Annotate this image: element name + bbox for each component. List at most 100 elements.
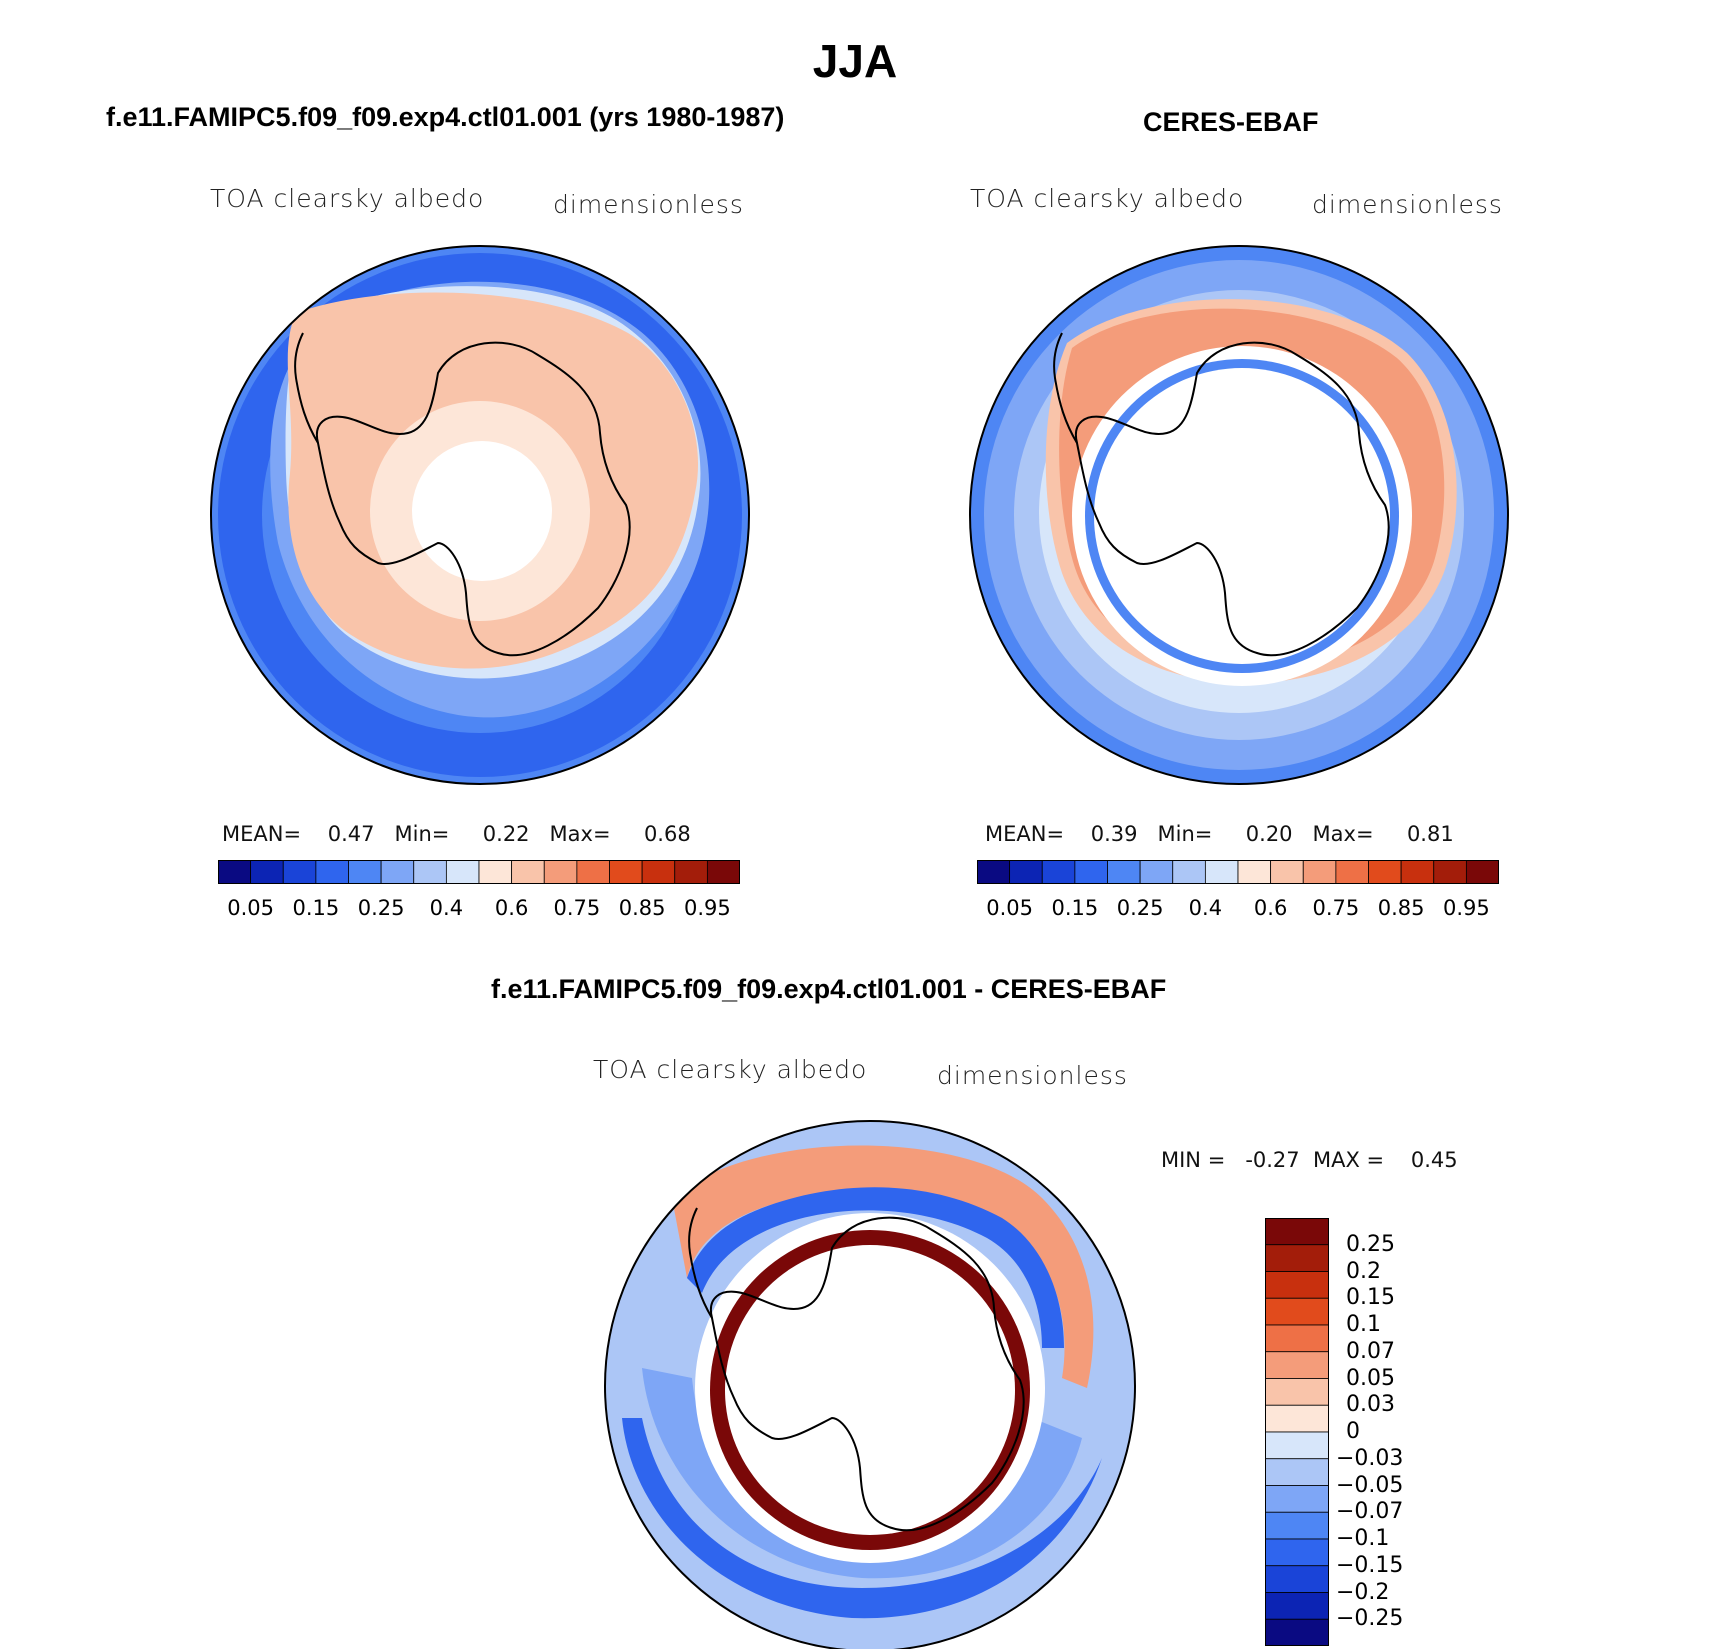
- colorbar-tick-label: 0.6: [1253, 896, 1288, 920]
- colorbar-tick-label: −0.2: [1336, 1579, 1390, 1605]
- peninsula-coastline: [1053, 332, 1078, 444]
- colorbar-diff: [1265, 1218, 1329, 1646]
- antarctica-coastline: [1074, 341, 1390, 657]
- positive-anomaly-band: [672, 1145, 1094, 1388]
- colorbar-swatch: [1265, 1378, 1329, 1406]
- colorbar-tick-label: 0.85: [618, 896, 666, 920]
- colorbar-tick-label: 0.05: [1346, 1365, 1395, 1391]
- map-border: [969, 245, 1509, 785]
- antarctica-coastline: [315, 341, 631, 657]
- colorbar-tick-label: −0.25: [1336, 1606, 1404, 1632]
- colorbar-swatch: [674, 860, 708, 884]
- colorbar-tick-label: 0.15: [1346, 1285, 1395, 1311]
- colorbar-swatch: [609, 860, 643, 884]
- map-border: [210, 245, 750, 785]
- colorbar-swatch: [1265, 1351, 1329, 1379]
- colorbar-swatch: [1265, 1538, 1329, 1567]
- colorbar-swatch: [1041, 860, 1076, 884]
- colorbar-swatch: [1265, 1218, 1329, 1246]
- pole-hole: [1094, 368, 1390, 664]
- map-diff: [604, 1120, 1136, 1649]
- map-obs: [969, 245, 1509, 785]
- colorbar-swatch: [1265, 1404, 1329, 1433]
- colorbar-swatch: [250, 860, 284, 884]
- panel-model-units: dimensionless: [553, 190, 744, 219]
- colorbar-swatch: [478, 860, 513, 884]
- colorbar-tick-label: 0.05: [986, 896, 1034, 920]
- colorbar-tick-label: 0.85: [1377, 896, 1425, 920]
- colorbar-swatch: [348, 860, 382, 884]
- colorbar-swatch: [1368, 860, 1402, 884]
- colorbar-tick-label: 0.1: [1346, 1312, 1381, 1337]
- colorbar-swatch: [1270, 860, 1304, 884]
- colorbar-tick-label: 0.05: [227, 896, 275, 920]
- colorbar-swatch: [1433, 860, 1467, 884]
- colorbar-swatch: [1265, 1618, 1329, 1646]
- colorbar-swatch: [218, 860, 252, 884]
- colorbar-tick-label: 0.15: [292, 896, 340, 920]
- colorbar-swatch: [445, 860, 480, 884]
- colorbar-swatch: [1139, 860, 1174, 884]
- colorbar-tick-label: −0.05: [1336, 1472, 1404, 1498]
- colorbar-swatch: [1074, 860, 1108, 884]
- colorbar-swatch: [1265, 1271, 1329, 1299]
- panel-obs-stats: MEAN= 0.39 Min= 0.20 Max= 0.81: [985, 822, 1454, 846]
- colorbar-swatch: [1265, 1485, 1329, 1513]
- colorbar-swatch: [380, 860, 415, 884]
- colorbar-swatch: [1265, 1297, 1329, 1326]
- colorbar-tick-label: 0.03: [1346, 1392, 1395, 1418]
- colorbar-swatch: [706, 860, 740, 884]
- colorbar-tick-label: 0.4: [1188, 896, 1223, 920]
- pole-hole: [412, 441, 552, 581]
- colorbar-tick-label: −0.03: [1336, 1445, 1404, 1471]
- colorbar-obs: [977, 860, 1499, 884]
- colorbar-tick-label: 0.15: [1051, 896, 1099, 920]
- colorbar-tick-label: 0.25: [357, 896, 405, 920]
- pole-hole: [725, 1245, 1015, 1535]
- colorbar-swatch: [1265, 1565, 1329, 1593]
- colorbar-swatch: [1335, 860, 1369, 884]
- colorbar-tick-label: 0.25: [1116, 896, 1164, 920]
- colorbar-swatch: [977, 860, 1011, 884]
- colorbar-swatch: [1265, 1592, 1329, 1620]
- colorbar-tick-label: 0: [1346, 1419, 1360, 1444]
- colorbar-swatch: [1265, 1324, 1329, 1353]
- map-border: [604, 1120, 1136, 1649]
- colorbar-swatch: [282, 860, 317, 884]
- map-model: [210, 245, 750, 785]
- panel-model-variable: TOA clearsky albedo: [210, 184, 485, 213]
- colorbar-tick-label: 0.4: [429, 896, 464, 920]
- panel-model-stats: MEAN= 0.47 Min= 0.22 Max= 0.68: [222, 822, 691, 846]
- panel-model-title: f.e11.FAMIPC5.f09_f09.exp4.ctl01.001 (yr…: [106, 102, 785, 132]
- colorbar-swatch: [1204, 860, 1239, 884]
- peninsula-coastline: [688, 1207, 713, 1319]
- colorbar-tick-label: 0.6: [494, 896, 529, 920]
- peninsula-coastline: [294, 332, 319, 444]
- colorbar-swatch: [1107, 860, 1141, 884]
- colorbar-swatch: [576, 860, 610, 884]
- colorbar-swatch: [1265, 1458, 1329, 1486]
- panel-obs-units: dimensionless: [1312, 190, 1503, 219]
- panel-diff-title: f.e11.FAMIPC5.f09_f09.exp4.ctl01.001 - C…: [491, 974, 1167, 1004]
- colorbar-swatch: [1265, 1431, 1329, 1460]
- colorbar-swatch: [1237, 860, 1272, 884]
- colorbar-model-ticks: 0.05 0.15 0.25 0.4 0.6 0.75 0.85 0.95: [218, 896, 740, 922]
- colorbar-tick-label: −0.1: [1336, 1526, 1390, 1551]
- panel-obs-title: CERES-EBAF: [1143, 107, 1319, 137]
- panel-diff-variable: TOA clearsky albedo: [593, 1055, 868, 1084]
- colorbar-swatch: [1265, 1244, 1329, 1272]
- colorbar-swatch: [641, 860, 676, 884]
- colorbar-tick-label: −0.07: [1336, 1499, 1404, 1525]
- panel-diff-units: dimensionless: [937, 1061, 1128, 1090]
- colorbar-swatch: [1302, 860, 1337, 884]
- panel-diff-stats: MIN = -0.27 MAX = 0.45: [1161, 1148, 1458, 1172]
- colorbar-tick-label: −0.15: [1336, 1552, 1404, 1578]
- colorbar-swatch: [1465, 860, 1499, 884]
- colorbar-obs-ticks: 0.05 0.15 0.25 0.4 0.6 0.75 0.85 0.95: [977, 896, 1499, 922]
- panel-obs-variable: TOA clearsky albedo: [970, 184, 1245, 213]
- figure-title: JJA: [812, 35, 898, 87]
- colorbar-tick-label: 0.07: [1346, 1338, 1395, 1364]
- colorbar-tick-label: 0.95: [1442, 896, 1490, 920]
- antarctica-coastline: [709, 1216, 1025, 1532]
- colorbar-model: [218, 860, 740, 884]
